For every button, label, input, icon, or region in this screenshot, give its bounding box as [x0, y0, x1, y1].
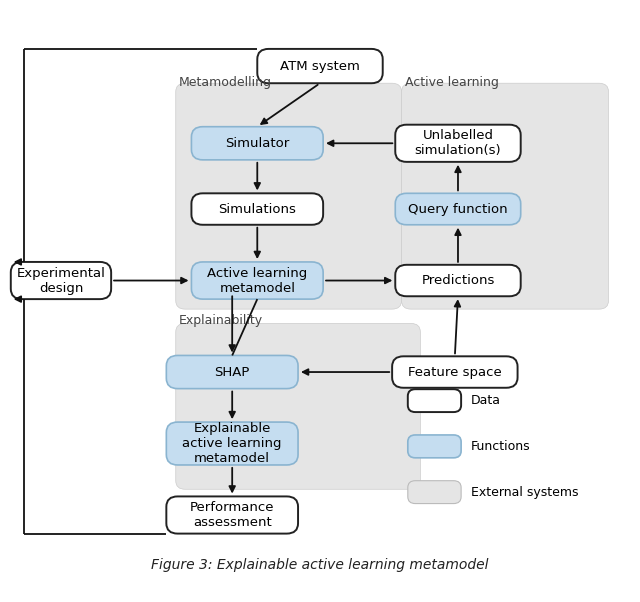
- FancyBboxPatch shape: [257, 49, 383, 83]
- FancyBboxPatch shape: [166, 355, 298, 389]
- Text: Explainable
active learning
metamodel: Explainable active learning metamodel: [182, 422, 282, 465]
- FancyBboxPatch shape: [166, 497, 298, 533]
- Text: Performance
assessment: Performance assessment: [190, 501, 275, 529]
- FancyBboxPatch shape: [396, 265, 521, 296]
- Text: Figure 3: Explainable active learning metamodel: Figure 3: Explainable active learning me…: [151, 558, 489, 573]
- Text: Active learning
metamodel: Active learning metamodel: [207, 267, 307, 294]
- FancyBboxPatch shape: [401, 83, 609, 309]
- FancyBboxPatch shape: [176, 323, 420, 489]
- FancyBboxPatch shape: [408, 480, 461, 503]
- Text: Explainability: Explainability: [179, 314, 263, 327]
- FancyBboxPatch shape: [396, 193, 521, 225]
- FancyBboxPatch shape: [191, 193, 323, 225]
- Text: External systems: External systems: [470, 486, 578, 498]
- FancyBboxPatch shape: [191, 262, 323, 299]
- Text: ATM system: ATM system: [280, 60, 360, 73]
- Text: Query function: Query function: [408, 202, 508, 216]
- FancyBboxPatch shape: [392, 356, 518, 388]
- Text: Simulator: Simulator: [225, 137, 289, 150]
- FancyBboxPatch shape: [408, 435, 461, 458]
- Text: Metamodelling: Metamodelling: [179, 76, 272, 89]
- Text: SHAP: SHAP: [214, 365, 250, 379]
- Text: Data: Data: [470, 394, 500, 407]
- Text: Active learning: Active learning: [404, 76, 499, 89]
- FancyBboxPatch shape: [11, 262, 111, 299]
- Text: Simulations: Simulations: [218, 202, 296, 216]
- FancyBboxPatch shape: [166, 422, 298, 465]
- Text: Functions: Functions: [470, 440, 530, 453]
- FancyBboxPatch shape: [176, 83, 401, 309]
- Text: Unlabelled
simulation(s): Unlabelled simulation(s): [415, 129, 501, 157]
- Text: Experimental
design: Experimental design: [17, 267, 106, 294]
- FancyBboxPatch shape: [396, 125, 521, 162]
- Text: Feature space: Feature space: [408, 365, 502, 379]
- FancyBboxPatch shape: [191, 126, 323, 160]
- Text: Predictions: Predictions: [421, 274, 495, 287]
- FancyBboxPatch shape: [408, 389, 461, 412]
